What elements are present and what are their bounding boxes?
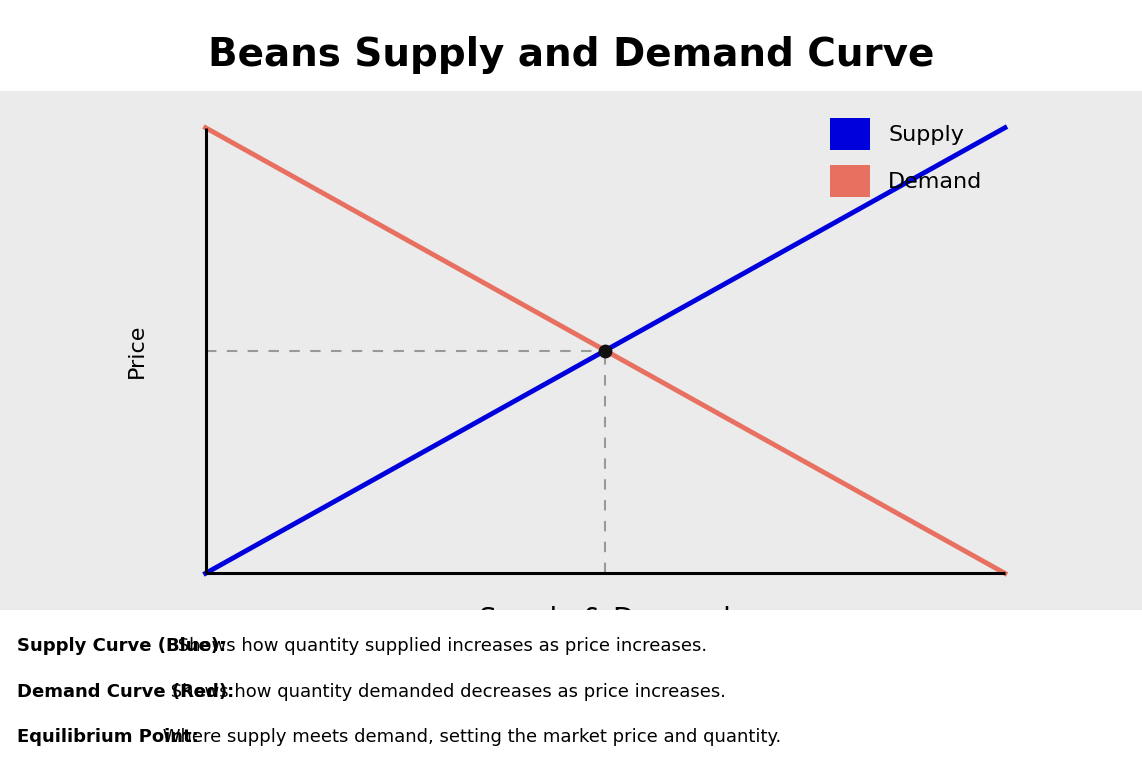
Text: Supply Curve (Blue):: Supply Curve (Blue): [17,637,226,655]
Text: Where supply meets demand, setting the market price and quantity.: Where supply meets demand, setting the m… [156,728,781,747]
Text: Price: Price [127,323,147,378]
Text: Demand Curve (Red):: Demand Curve (Red): [17,683,234,701]
Legend: Supply, Demand: Supply, Demand [830,118,982,197]
Text: Shows how quantity demanded decreases as price increases.: Shows how quantity demanded decreases as… [164,683,725,701]
Text: Beans Supply and Demand Curve: Beans Supply and Demand Curve [208,36,934,74]
Text: Supply & Demand: Supply & Demand [480,606,731,634]
Point [596,344,614,357]
Text: Equilibrium Point:: Equilibrium Point: [17,728,199,747]
Text: Shows how quantity supplied increases as price increases.: Shows how quantity supplied increases as… [172,637,708,655]
